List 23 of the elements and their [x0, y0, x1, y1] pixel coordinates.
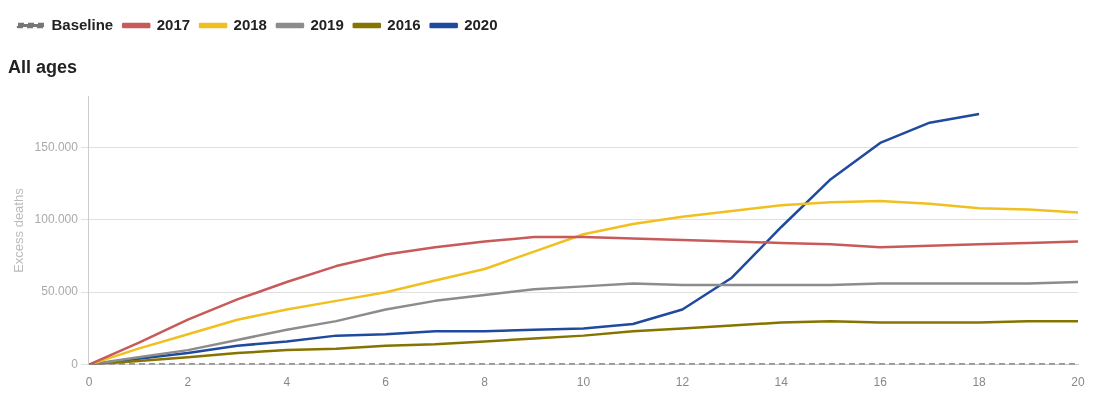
legend-label: 2018	[233, 15, 267, 33]
y-tick-label: 150.000	[34, 139, 79, 154]
x-tick-label: 2	[184, 375, 192, 390]
legend-label: Baseline	[51, 15, 114, 33]
x-tick-label: 0	[85, 375, 93, 390]
x-tick-label: 12	[675, 375, 690, 390]
legend-label: 2017	[156, 15, 191, 33]
legend-label: 2019	[310, 15, 344, 33]
y-axis-title: Excess deaths	[11, 187, 27, 273]
y-tick-label: 0	[71, 356, 79, 371]
y-tick-label: 50.000	[41, 284, 79, 299]
legend-label: 2016	[387, 15, 421, 33]
x-tick-label: 4	[283, 375, 291, 390]
x-tick-label: 14	[774, 375, 789, 390]
x-tick-label: 16	[873, 375, 888, 390]
x-tick-label: 18	[972, 375, 987, 390]
x-tick-label: 20	[1071, 375, 1085, 390]
x-tick-label: 10	[576, 375, 591, 390]
chart-title: All ages	[8, 56, 78, 77]
x-tick-label: 6	[382, 375, 390, 390]
y-tick-label: 100.000	[34, 212, 79, 227]
legend-label: 2020	[464, 15, 498, 33]
x-tick-label: 8	[481, 375, 489, 390]
